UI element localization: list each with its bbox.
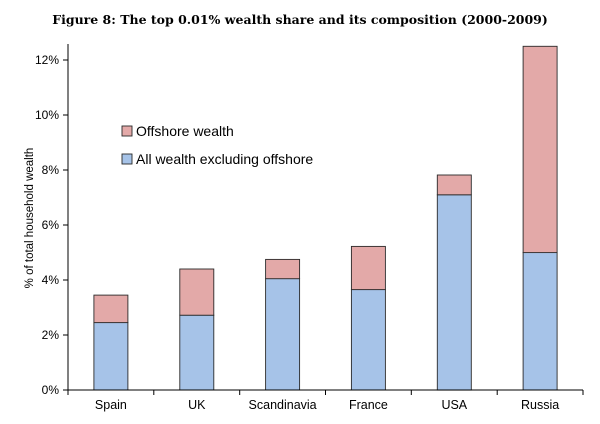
legend-swatch <box>121 153 133 165</box>
bar-spain-excluding-offshore <box>93 322 129 391</box>
bar-scandinavia-offshore <box>265 258 301 280</box>
bar-usa-excluding-offshore <box>436 194 472 391</box>
y-tick-label: 8% <box>42 163 60 177</box>
x-tick-label: UK <box>188 398 206 412</box>
x-tick-label: France <box>349 398 388 412</box>
y-tick-label: 2% <box>42 328 60 342</box>
bar-france-excluding-offshore <box>350 289 386 391</box>
legend-label: All wealth excluding offshore <box>136 151 313 167</box>
legend: Offshore wealth All wealth excluding offs… <box>121 123 313 167</box>
legend-label: Offshore wealth <box>136 123 234 139</box>
bar-france-offshore <box>350 245 386 291</box>
bars-layer <box>93 45 558 391</box>
bar-uk-excluding-offshore <box>179 314 215 391</box>
x-tick-label: Russia <box>521 398 559 412</box>
figure-title: Figure 8: The top 0.01% wealth share and… <box>52 12 548 27</box>
bar-spain-offshore <box>93 294 129 324</box>
bar-uk-offshore <box>179 268 215 316</box>
bar-russia-excluding-offshore <box>522 252 558 391</box>
y-tick-label: 10% <box>35 108 59 122</box>
x-tick-label: USA <box>441 398 467 412</box>
y-tick-label: 6% <box>42 218 60 232</box>
y-tick-label: 0% <box>42 383 60 397</box>
bar-usa-offshore <box>436 174 472 196</box>
y-tick-label: 4% <box>42 273 60 287</box>
legend-swatch <box>121 125 133 137</box>
bar-scandinavia-excluding-offshore <box>265 278 301 391</box>
y-axis-label: % of total household wealth <box>24 148 36 289</box>
axes-layer: Spain UK Scandinavia France USA Russia 0% 2% 4% 6… <box>35 44 584 412</box>
x-tick-label: Scandinavia <box>249 398 317 412</box>
y-tick-label: 12% <box>35 53 59 67</box>
x-tick-label: Spain <box>95 398 127 412</box>
bar-russia-offshore <box>522 45 558 254</box>
